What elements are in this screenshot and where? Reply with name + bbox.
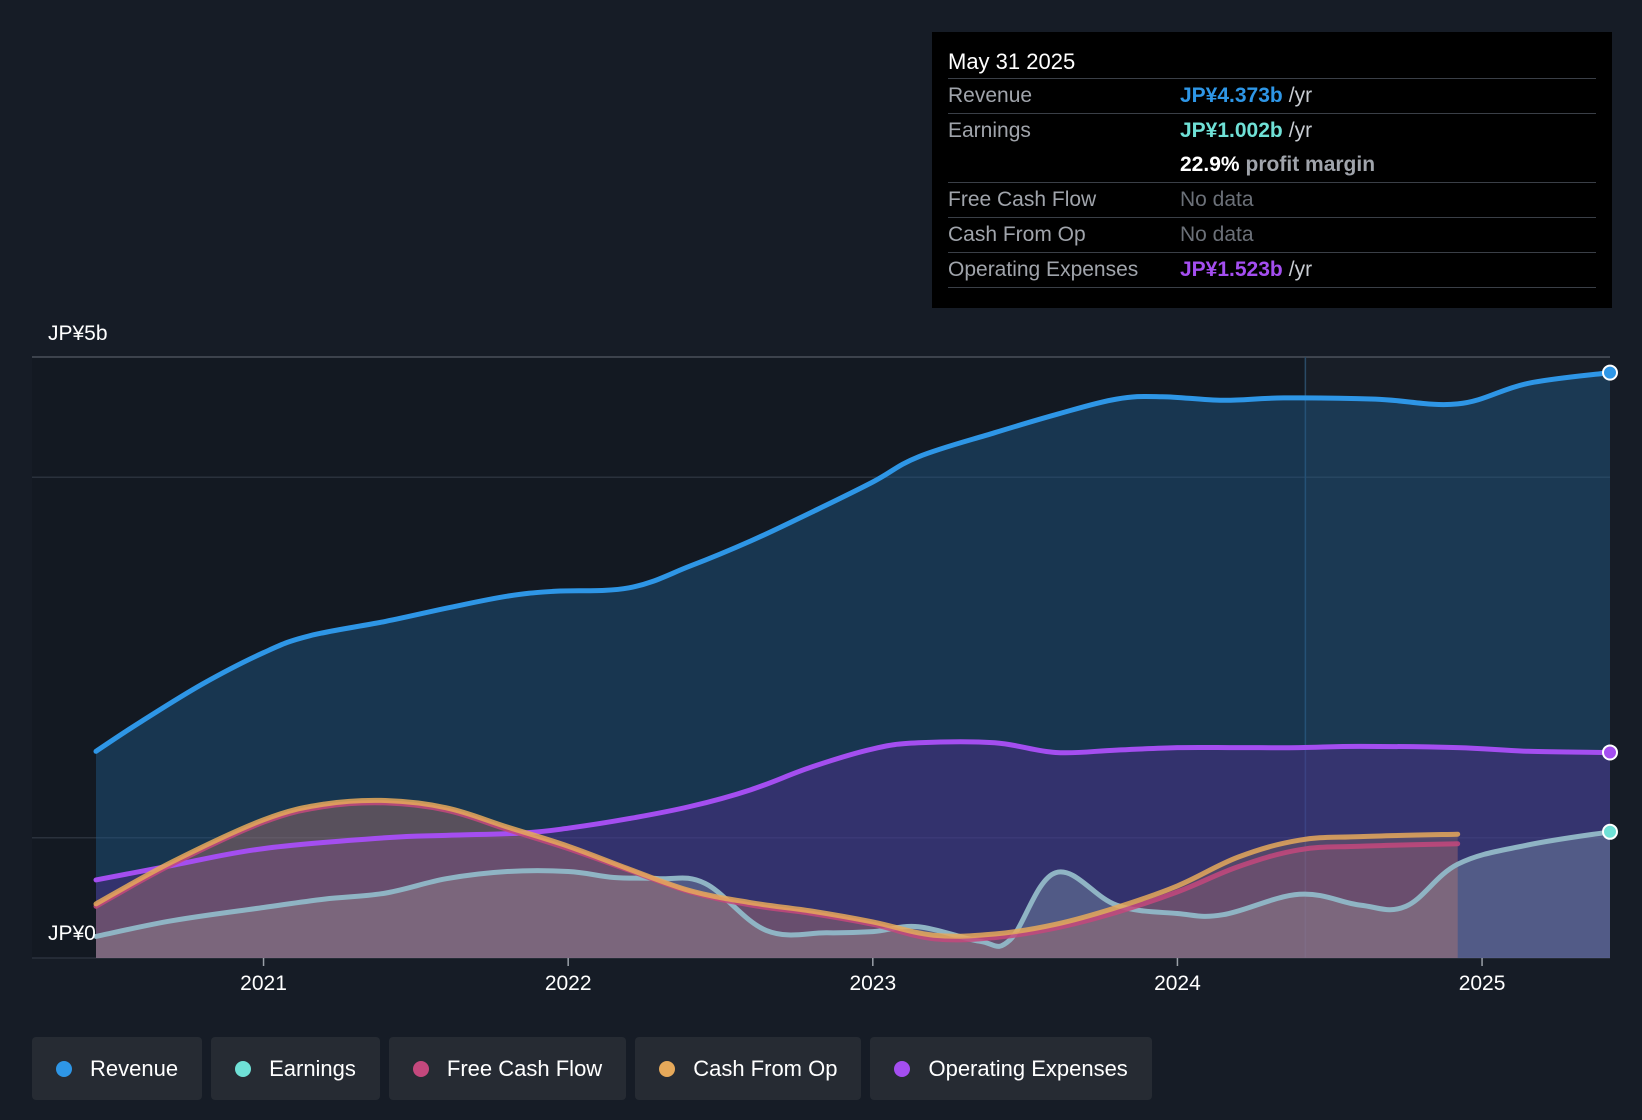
legend-item-operating-expenses[interactable]: Operating Expenses bbox=[870, 1037, 1152, 1100]
tooltip-cfo-value: No data bbox=[1180, 223, 1254, 246]
legend-dot-icon bbox=[412, 1060, 429, 1077]
area-earnings bbox=[96, 831, 1610, 958]
x-tick-label-2023: 2023 bbox=[849, 972, 896, 995]
tooltip-row-earnings: Earnings JP¥1.002b /yr bbox=[948, 113, 1596, 148]
tooltip-earnings-value: JP¥1.002b bbox=[1180, 119, 1283, 142]
legend-label-free-cash-flow: Free Cash Flow bbox=[446, 1055, 603, 1081]
area-cash-from-op bbox=[96, 800, 1458, 958]
legend-item-revenue[interactable]: Revenue bbox=[32, 1037, 203, 1100]
tooltip-row-revenue: Revenue JP¥4.373b /yr bbox=[948, 78, 1596, 113]
plot-background bbox=[32, 357, 1610, 958]
tooltip-revenue-label: Revenue bbox=[948, 84, 1033, 107]
tooltip-row-fcf: Free Cash Flow No data bbox=[948, 182, 1596, 217]
tooltip-margin-spacer bbox=[948, 148, 1180, 182]
tooltip-revenue-unit: /yr bbox=[1288, 84, 1313, 107]
x-tick-label-2022: 2022 bbox=[545, 972, 592, 995]
line-earnings bbox=[93, 829, 1613, 949]
area-free-cash-flow bbox=[96, 802, 1458, 958]
area-operating-expenses bbox=[96, 741, 1610, 958]
x-tick-label-2025: 2025 bbox=[1459, 972, 1506, 995]
tooltip-earnings-label: Earnings bbox=[948, 119, 1031, 142]
line-revenue bbox=[93, 370, 1613, 754]
tooltip-revenue-value: JP¥4.373b bbox=[1180, 84, 1283, 107]
line-cash-from-op bbox=[93, 797, 1461, 939]
legend-label-earnings: Earnings bbox=[269, 1055, 356, 1081]
tooltip-row-opex: Operating Expenses JP¥1.523b /yr bbox=[948, 252, 1596, 288]
tooltip-opex-unit: /yr bbox=[1288, 258, 1313, 281]
tooltip-earnings-unit: /yr bbox=[1288, 119, 1313, 142]
legend-label-cash-from-op: Cash From Op bbox=[693, 1055, 838, 1081]
legend-label-operating-expenses: Operating Expenses bbox=[928, 1055, 1128, 1081]
tooltip-cfo-label: Cash From Op bbox=[948, 223, 1086, 246]
legend-dot-icon bbox=[659, 1060, 676, 1077]
legend-dot-icon bbox=[56, 1060, 72, 1077]
tooltip-fcf-value: No data bbox=[1180, 188, 1254, 211]
tooltip-panel: May 31 2025 Revenue JP¥4.373b /yr Earnin… bbox=[932, 32, 1612, 308]
tooltip-opex-value: JP¥1.523b bbox=[1180, 258, 1283, 281]
y-tick-label-bottom: JP¥0 bbox=[48, 922, 96, 945]
legend-item-cash-from-op[interactable]: Cash From Op bbox=[635, 1037, 862, 1100]
endpoint-earnings bbox=[1602, 823, 1618, 840]
tooltip-row-cfo: Cash From Op No data bbox=[948, 217, 1596, 252]
legend-item-free-cash-flow[interactable]: Free Cash Flow bbox=[388, 1037, 627, 1100]
legend-label-revenue: Revenue bbox=[90, 1055, 179, 1081]
legend: Revenue Earnings Free Cash Flow Cash Fro… bbox=[32, 1037, 1152, 1100]
tooltip-margin-text: profit margin bbox=[1245, 153, 1376, 176]
tooltip-row-margin: 22.9% profit margin bbox=[948, 148, 1596, 182]
tooltip-opex-label: Operating Expenses bbox=[948, 258, 1139, 281]
y-tick-label-top: JP¥5b bbox=[48, 322, 108, 345]
tooltip-margin-value: 22.9% bbox=[1180, 153, 1240, 176]
tooltip-fcf-label: Free Cash Flow bbox=[948, 188, 1097, 211]
legend-item-earnings[interactable]: Earnings bbox=[211, 1037, 380, 1100]
endpoint-revenue bbox=[1602, 364, 1618, 381]
endpoint-operating-expenses bbox=[1602, 744, 1618, 761]
x-tick-label-2021: 2021 bbox=[240, 972, 287, 995]
x-tick-label-2024: 2024 bbox=[1154, 972, 1201, 995]
legend-dot-icon bbox=[894, 1060, 911, 1077]
line-operating-expenses bbox=[93, 739, 1613, 883]
area-revenue bbox=[96, 372, 1610, 959]
tooltip-date: May 31 2025 bbox=[948, 49, 1076, 74]
legend-dot-icon bbox=[235, 1060, 252, 1077]
